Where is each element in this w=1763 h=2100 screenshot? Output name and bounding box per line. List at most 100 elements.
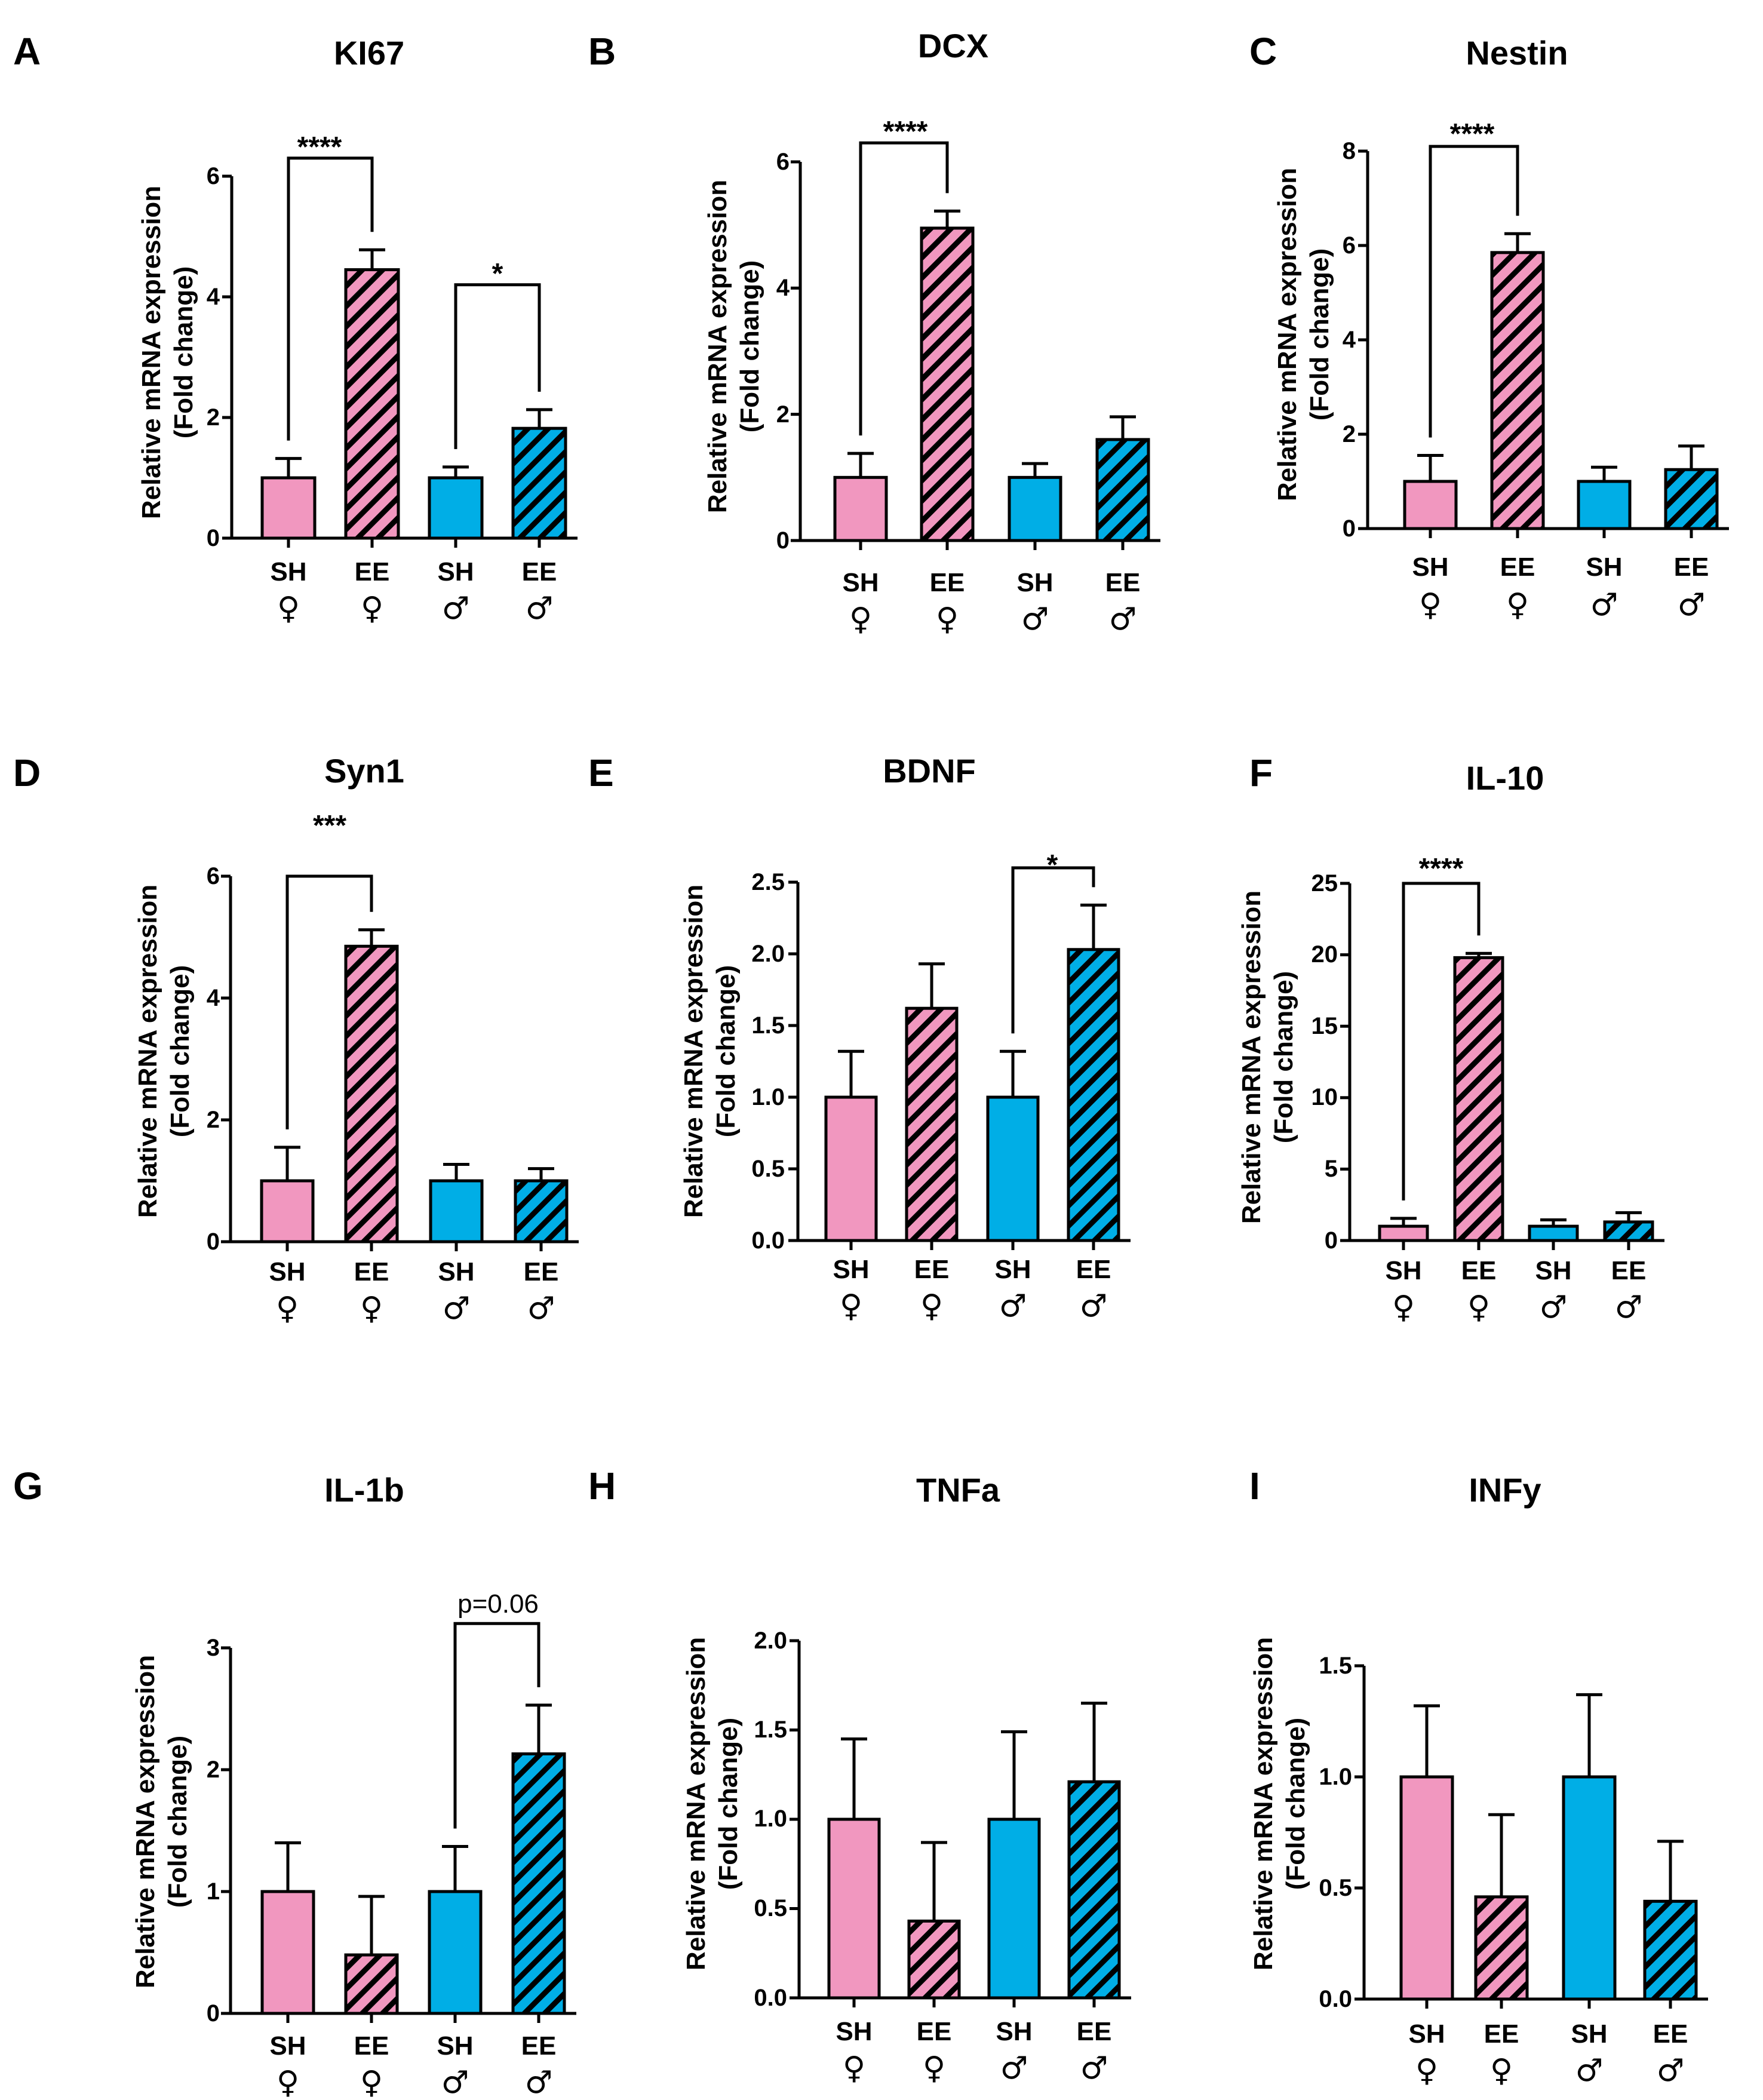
female-symbol: ♀: [840, 1288, 862, 1324]
female-symbol: ♀: [276, 1291, 299, 1327]
significance-bracket: [453, 1622, 540, 1829]
y-tick-label: 0: [207, 525, 220, 551]
x-tick-label: SH: [1412, 552, 1448, 582]
y-axis-label-line2: (Fold change): [1305, 248, 1334, 420]
male-symbol: ♂: [1080, 2050, 1108, 2086]
chart-title: IL-10: [1466, 759, 1544, 797]
y-tick-label: 1.0: [754, 1806, 787, 1832]
y-tick-label: 2: [207, 404, 220, 431]
x-tick-label: SH: [996, 2017, 1032, 2046]
bar-sh-female: [260, 1890, 315, 2015]
y-axis-label-line2: (Fold change): [169, 266, 198, 438]
male-symbol: ♂: [1021, 601, 1049, 637]
significance-label: ***: [313, 810, 346, 842]
bar-sh-male: [1528, 1224, 1579, 1242]
y-tick-label: 1.5: [751, 1012, 785, 1039]
bar-ee-female: [344, 944, 399, 1244]
y-tick-label: 1.0: [751, 1084, 785, 1110]
panel-letter: G: [13, 1465, 43, 1508]
chart-title: BDNF: [883, 752, 976, 790]
y-tick-label: 1.5: [1319, 1653, 1352, 1679]
panel-F: F IL-10 Relative mRNA expression (Fold c…: [1237, 751, 1646, 1325]
panel-H: H TNFa Relative mRNA expression (Fold ch…: [588, 1465, 1111, 2086]
x-tick-label: EE: [1611, 1256, 1647, 1285]
bar-sh-male: [429, 1179, 484, 1244]
male-symbol: ♂: [526, 591, 554, 627]
x-tick-label: SH: [833, 1255, 869, 1284]
bar-ee-male: [511, 426, 567, 540]
y-tick-label: 0: [207, 2000, 220, 2027]
x-tick-label: EE: [522, 557, 557, 587]
y-tick-label: 15: [1312, 1013, 1338, 1039]
y-axis-label-line1: Relative mRNA expression: [1237, 891, 1266, 1224]
x-tick-label: SH: [1385, 1256, 1421, 1285]
bar-sh-male: [986, 1095, 1040, 1242]
p-value-label: p=0.06: [457, 1589, 539, 1619]
y-tick-label: 1.5: [754, 1717, 787, 1743]
x-tick-label: SH: [1586, 552, 1622, 582]
y-tick-label: 0: [1343, 515, 1356, 542]
y-tick-label: 2.5: [751, 869, 785, 895]
panel-letter: I: [1249, 1465, 1260, 1508]
y-axis-label-line1: Relative mRNA expression: [1249, 1637, 1278, 1970]
y-tick-label: 0: [207, 1229, 220, 1255]
y-axis-label-line2: (Fold change): [165, 965, 195, 1137]
y-axis-label-line2: (Fold change): [714, 1718, 743, 1890]
y-tick-label: 1.0: [1319, 1764, 1352, 1790]
bar-sh-female: [260, 476, 317, 540]
y-axis-label-line1: Relative mRNA expression: [131, 1655, 160, 1988]
significance-bracket: [287, 156, 374, 441]
bar-ee-female: [920, 226, 975, 542]
x-tick-label: SH: [437, 2031, 473, 2061]
chart-title: DCX: [918, 27, 988, 65]
y-tick-label: 6: [776, 149, 790, 175]
x-tick-label: EE: [1076, 1255, 1111, 1284]
male-symbol: ♂: [1575, 2053, 1604, 2089]
x-tick-label: EE: [1653, 2019, 1688, 2049]
bar-ee-male: [1603, 1220, 1654, 1242]
panel-letter: A: [13, 30, 41, 73]
male-symbol: ♂: [443, 1291, 471, 1327]
chart-title: Nestin: [1466, 34, 1568, 72]
bar-ee-female: [344, 268, 400, 540]
y-tick-label: 0: [776, 527, 790, 554]
female-symbol: ♀: [936, 601, 959, 637]
y-tick-label: 2: [207, 1107, 220, 1133]
x-tick-label: EE: [930, 568, 965, 597]
female-symbol: ♀: [1392, 1290, 1415, 1325]
chart-title: KI67: [334, 34, 404, 72]
bar-sh-female: [1399, 1775, 1454, 2001]
male-symbol: ♂: [999, 1288, 1027, 1324]
male-symbol: ♂: [442, 591, 470, 627]
y-tick-label: 4: [207, 985, 220, 1011]
significance-label: ****: [1419, 853, 1464, 885]
x-tick-label: SH: [438, 1257, 474, 1287]
male-symbol: ♂: [1540, 1290, 1568, 1325]
y-tick-label: 6: [1343, 232, 1356, 259]
y-tick-label: 20: [1312, 941, 1338, 968]
y-axis-label-line1: Relative mRNA expression: [133, 885, 162, 1218]
panel-D: D Syn1 Relative mRNA expression (Fold ch…: [13, 751, 558, 1327]
y-tick-label: 5: [1325, 1156, 1338, 1182]
y-tick-label: 0.5: [754, 1895, 787, 1921]
x-tick-label: SH: [836, 2017, 872, 2046]
x-tick-label: SH: [1535, 1256, 1571, 1285]
bar-ee-female: [907, 1919, 961, 2000]
panel-letter: C: [1249, 30, 1277, 73]
male-symbol: ♂: [441, 2065, 469, 2100]
bar-ee-female: [905, 1006, 959, 1242]
y-tick-label: 0.5: [751, 1156, 785, 1182]
y-axis-label-line1: Relative mRNA expression: [137, 186, 166, 519]
female-symbol: ♀: [360, 1291, 383, 1327]
chart-title: INFy: [1469, 1471, 1541, 1509]
bar-ee-male: [514, 1179, 569, 1244]
panel-B: B DCX Relative mRNA expression (Fold cha…: [588, 27, 1140, 637]
x-tick-label: EE: [1077, 2017, 1112, 2046]
female-symbol: ♀: [843, 2050, 865, 2086]
male-symbol: ♂: [527, 1291, 555, 1327]
female-symbol: ♀: [1490, 2053, 1513, 2089]
x-tick-label: EE: [914, 1255, 950, 1284]
bar-sh-male: [428, 1890, 483, 2015]
panel-G: G IL-1b Relative mRNA expression (Fold c…: [13, 1465, 556, 2100]
y-tick-label: 0.0: [754, 1985, 787, 2011]
